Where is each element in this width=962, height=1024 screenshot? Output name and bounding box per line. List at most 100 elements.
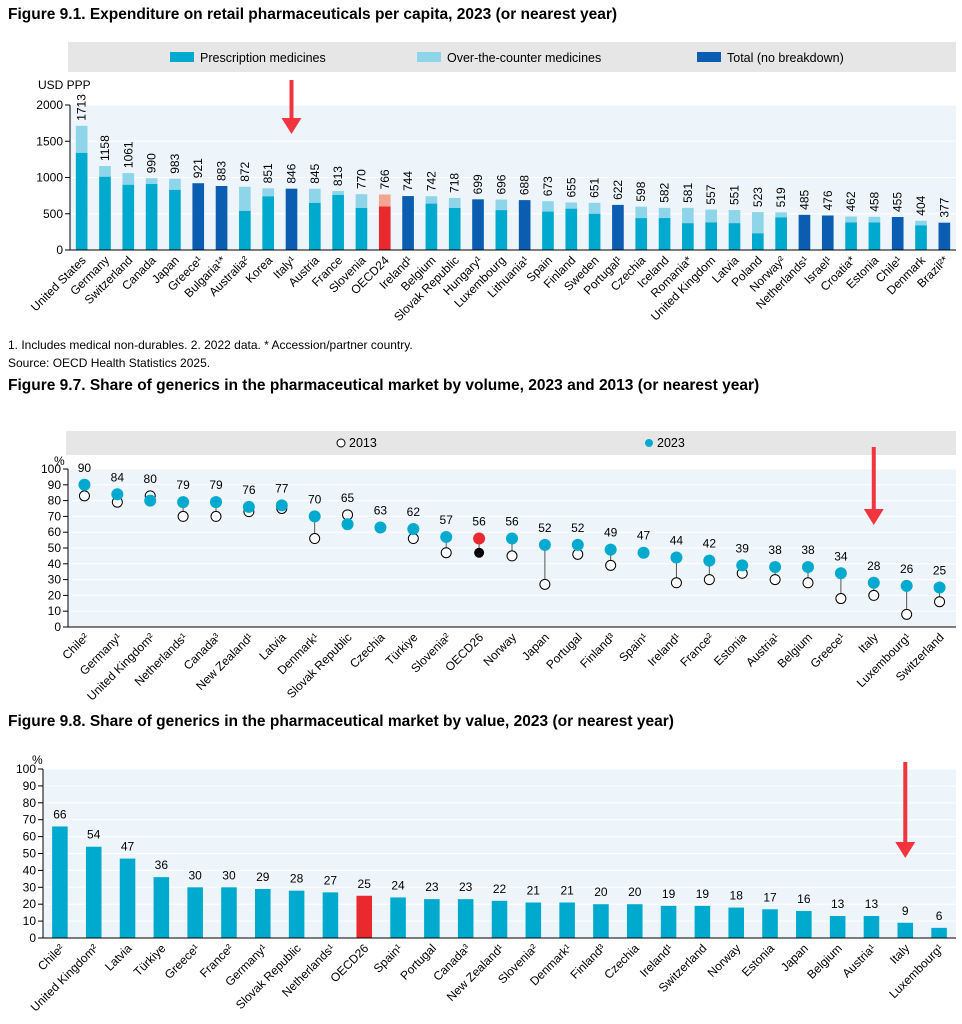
data-label-germany: 84 xyxy=(111,470,125,484)
bar-austria xyxy=(863,916,880,938)
bar-switzerland xyxy=(694,905,711,938)
data-label-belgium: 742 xyxy=(424,171,438,191)
data-label-oecd24: 766 xyxy=(378,169,392,189)
data-label-poland: 523 xyxy=(751,187,765,207)
bar-total-netherlands xyxy=(798,214,811,250)
data-label-finland: 20 xyxy=(594,885,608,899)
y-tick-label: 0 xyxy=(29,931,36,945)
data-label-canada: 990 xyxy=(145,153,159,173)
y-tick-label: 500 xyxy=(43,207,63,221)
x-tick-label-greece: Greece¹ xyxy=(807,630,848,671)
data-label-denmark: 70 xyxy=(308,492,322,506)
point-2023-chile xyxy=(78,478,91,491)
bar-total-italy xyxy=(285,188,298,250)
x-tick-label-italy: Italy xyxy=(855,630,880,655)
data-label-denmark: 21 xyxy=(560,884,574,898)
data-label-luxembourg: 6 xyxy=(936,909,943,923)
point-2023-greece xyxy=(834,567,847,580)
bar-total-hungary xyxy=(472,199,484,250)
bar-greece xyxy=(187,887,203,938)
x-tick-label-belgium: Belgium xyxy=(775,630,816,671)
bar-portugal xyxy=(424,899,440,938)
data-label-luxembourg: 696 xyxy=(494,174,508,194)
x-tick-label-norway: Norway xyxy=(705,941,744,980)
bar-otc-norway xyxy=(775,212,787,218)
point-2013-netherlands xyxy=(177,510,189,522)
data-label-slovenia: 57 xyxy=(440,513,454,527)
bar-finland xyxy=(593,904,609,938)
data-label-bulgaria: 883 xyxy=(215,161,229,181)
bar-otc-canada xyxy=(145,178,158,185)
data-label-canada: 79 xyxy=(209,478,223,492)
point-2023-oecd26 xyxy=(473,532,486,545)
x-tick-label-italy: Italy xyxy=(887,941,912,966)
point-2013-finland xyxy=(605,559,617,571)
bar-t-rkiye xyxy=(153,877,170,938)
data-label-korea: 851 xyxy=(261,163,275,183)
y-tick-label: 80 xyxy=(48,494,62,508)
data-label-estonia: 458 xyxy=(867,191,881,211)
bar-prescription-united-kingdom xyxy=(705,222,718,250)
data-label-finland: 655 xyxy=(564,177,578,197)
legend-label-over-the-counter-medicines: Over-the-counter medicines xyxy=(447,51,601,65)
data-label-new-zealand: 76 xyxy=(242,483,256,497)
bar-prescription-iceland xyxy=(658,218,671,250)
figure-2-title: Figure 9.7. Share of generics in the pha… xyxy=(8,377,760,394)
bar-otc-czechia xyxy=(635,206,648,219)
legend-marker-2023 xyxy=(645,439,653,447)
point-2023-finland xyxy=(604,543,617,556)
data-label-greece: 34 xyxy=(834,549,848,563)
bar-prescription-switzerland xyxy=(122,184,135,250)
data-label-czechia: 20 xyxy=(628,885,642,899)
bar-otc-luxembourg xyxy=(495,199,508,211)
data-label-portugal: 52 xyxy=(571,521,585,535)
legend-label-2023: 2023 xyxy=(657,436,685,450)
data-label-france: 42 xyxy=(703,537,717,551)
figure-3-title: Figure 9.8. Share of generics in the pha… xyxy=(8,713,674,730)
data-label-spain: 24 xyxy=(391,878,405,892)
y-tick-label: 40 xyxy=(48,557,62,571)
data-label-estonia: 17 xyxy=(763,890,777,904)
data-label-france: 30 xyxy=(222,868,236,882)
point-2023-norway xyxy=(506,532,518,545)
legend-swatch-over-the-counter-medicines xyxy=(417,52,441,62)
bar-prescription-norway xyxy=(775,217,787,250)
bar-slovak-republic xyxy=(288,890,305,938)
bar-otc-estonia xyxy=(868,216,881,223)
legend-label-total-no-breakdown: Total (no breakdown) xyxy=(727,51,844,65)
x-tick-label-finland: Finland³ xyxy=(568,941,609,982)
point-2023-denmark xyxy=(308,510,321,523)
data-label-t-rkiye: 36 xyxy=(155,858,169,872)
y-tick-label: 60 xyxy=(48,525,62,539)
bar-total-chile xyxy=(891,217,904,250)
y-tick-label: 60 xyxy=(23,830,37,844)
bar-otc-france xyxy=(332,191,344,195)
data-label-germany: 29 xyxy=(256,870,270,884)
data-label-slovak-republic: 65 xyxy=(341,491,355,505)
bar-prescription-spain xyxy=(542,211,554,250)
data-label-norway: 56 xyxy=(505,515,519,529)
figure-1-source: Source: OECD Health Statistics 2025. xyxy=(8,356,211,370)
bar-otc-switzerland xyxy=(122,173,135,185)
bar-prescription-germany xyxy=(99,176,111,250)
bar-prescription-slovak-republic xyxy=(448,207,461,250)
bar-total-bulgaria xyxy=(215,185,228,250)
x-tick-label-austria: Austria¹ xyxy=(839,941,878,980)
data-label-france: 813 xyxy=(331,166,345,186)
bar-new-zealand xyxy=(491,900,508,938)
point-2023-italy xyxy=(867,576,880,589)
data-label-slovak-republic: 28 xyxy=(290,872,304,886)
data-label-austria: 13 xyxy=(865,897,879,911)
point-2023-austria xyxy=(769,560,782,573)
red-arrow-head xyxy=(895,842,916,858)
bar-slovenia xyxy=(525,902,542,938)
data-label-hungary: 699 xyxy=(471,174,485,194)
point-2023-slovenia xyxy=(440,530,453,543)
point-2013-canada xyxy=(210,510,222,522)
bar-otc-united-states xyxy=(75,125,88,153)
x-tick-label-norway: Norway xyxy=(480,630,519,669)
bar-estonia xyxy=(762,909,778,938)
point-2023-estonia xyxy=(736,559,749,572)
data-label-portugal: 23 xyxy=(425,880,439,894)
data-label-united-states: 1713 xyxy=(75,94,89,121)
